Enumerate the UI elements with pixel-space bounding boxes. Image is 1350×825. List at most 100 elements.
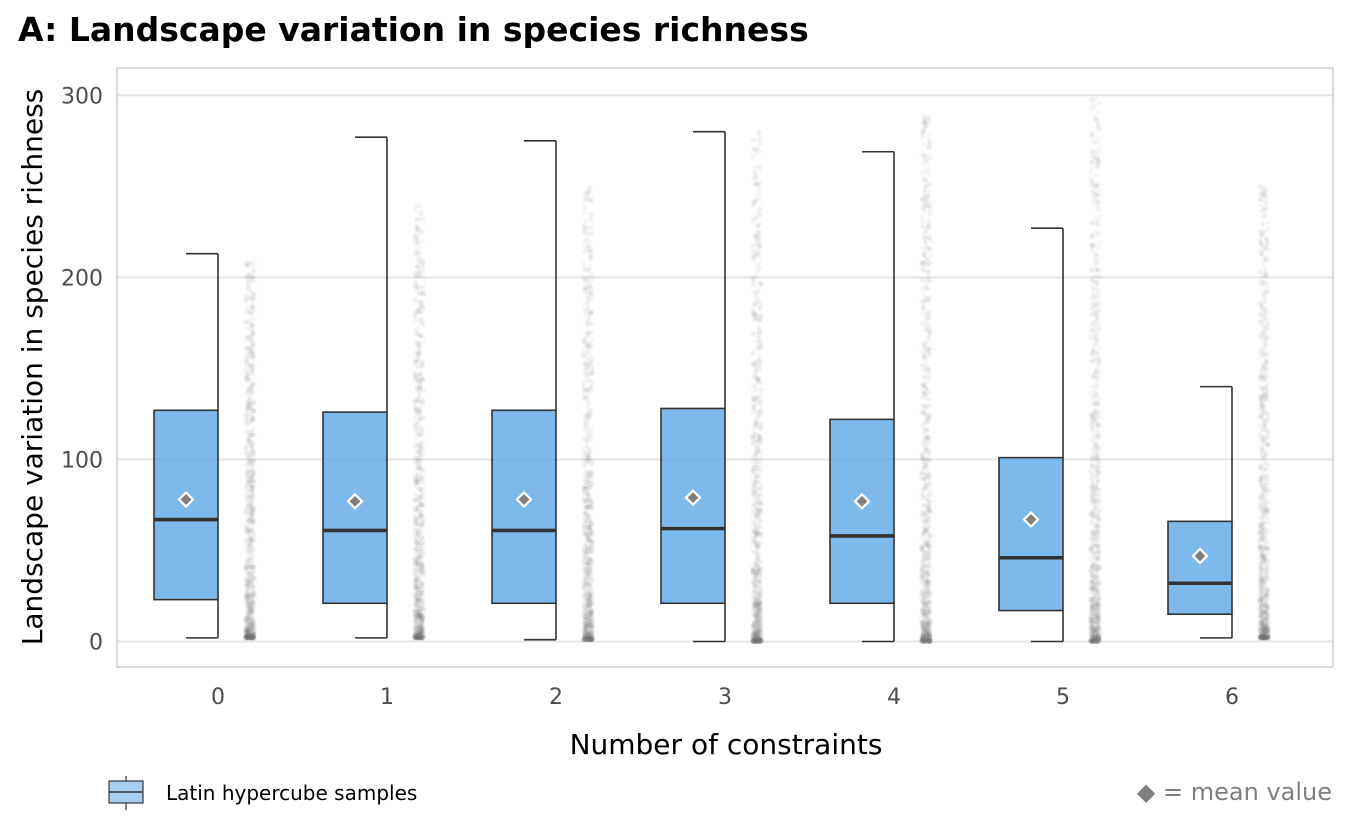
point <box>244 421 251 427</box>
point <box>753 632 759 638</box>
point <box>589 364 595 370</box>
point <box>583 339 589 345</box>
point <box>250 289 256 295</box>
point <box>416 542 422 549</box>
point <box>757 433 763 439</box>
point <box>587 537 593 543</box>
point <box>750 216 756 222</box>
point <box>250 494 256 500</box>
point <box>247 573 254 579</box>
point <box>243 296 249 302</box>
point <box>919 545 926 551</box>
point <box>243 603 249 609</box>
point <box>249 442 255 448</box>
point <box>417 203 423 209</box>
point <box>926 367 932 373</box>
point <box>251 295 257 301</box>
point <box>249 634 256 640</box>
point <box>757 265 763 271</box>
point <box>245 454 252 460</box>
point <box>758 481 764 487</box>
point <box>245 481 251 487</box>
point <box>420 480 426 486</box>
point <box>922 240 928 246</box>
point <box>247 439 254 445</box>
point <box>244 593 250 599</box>
point <box>412 503 418 509</box>
point <box>246 635 253 641</box>
point <box>251 632 257 638</box>
point <box>251 382 257 388</box>
point <box>246 635 253 641</box>
point <box>248 594 254 600</box>
point <box>755 147 761 153</box>
point <box>247 271 253 277</box>
point <box>413 273 419 279</box>
point <box>250 328 256 334</box>
point <box>243 599 249 605</box>
point <box>417 613 424 619</box>
point <box>247 352 254 358</box>
point <box>244 616 250 622</box>
point <box>246 566 252 573</box>
point <box>585 418 591 424</box>
point <box>250 575 256 582</box>
point <box>247 442 253 448</box>
point <box>249 260 255 266</box>
point <box>248 419 254 425</box>
point <box>920 436 926 442</box>
point <box>245 633 251 639</box>
point <box>250 356 256 362</box>
point <box>418 502 424 508</box>
point <box>246 635 252 641</box>
point <box>244 428 250 435</box>
point <box>246 603 252 610</box>
point <box>243 419 249 425</box>
point <box>251 635 257 641</box>
point <box>420 219 426 225</box>
point <box>250 412 256 418</box>
point <box>250 331 256 337</box>
point <box>249 333 255 339</box>
point <box>245 473 251 480</box>
point <box>243 613 249 619</box>
point <box>246 616 252 622</box>
point <box>244 374 250 380</box>
point <box>244 569 250 575</box>
point <box>420 321 426 327</box>
point <box>244 618 250 624</box>
point <box>250 621 256 628</box>
point <box>413 618 419 624</box>
point <box>246 306 252 312</box>
point <box>584 491 590 497</box>
point <box>243 364 249 370</box>
point <box>920 636 926 642</box>
point <box>922 375 928 381</box>
point <box>750 482 756 489</box>
points-2 <box>580 184 596 643</box>
point <box>248 564 254 570</box>
point <box>249 465 255 471</box>
point <box>245 489 252 495</box>
point <box>243 358 250 364</box>
point <box>244 609 250 615</box>
point <box>248 476 254 482</box>
point <box>249 354 255 361</box>
point <box>756 426 762 432</box>
point <box>248 626 254 632</box>
point <box>244 565 250 571</box>
point <box>247 635 254 641</box>
point <box>245 634 251 641</box>
point <box>250 599 257 605</box>
point <box>245 563 251 569</box>
point <box>248 482 254 488</box>
point <box>246 529 252 536</box>
point <box>249 432 255 439</box>
point <box>247 631 253 637</box>
point <box>251 451 257 457</box>
point <box>247 632 253 639</box>
point <box>249 302 255 308</box>
point <box>920 276 926 282</box>
point <box>584 295 590 302</box>
point <box>243 484 249 490</box>
